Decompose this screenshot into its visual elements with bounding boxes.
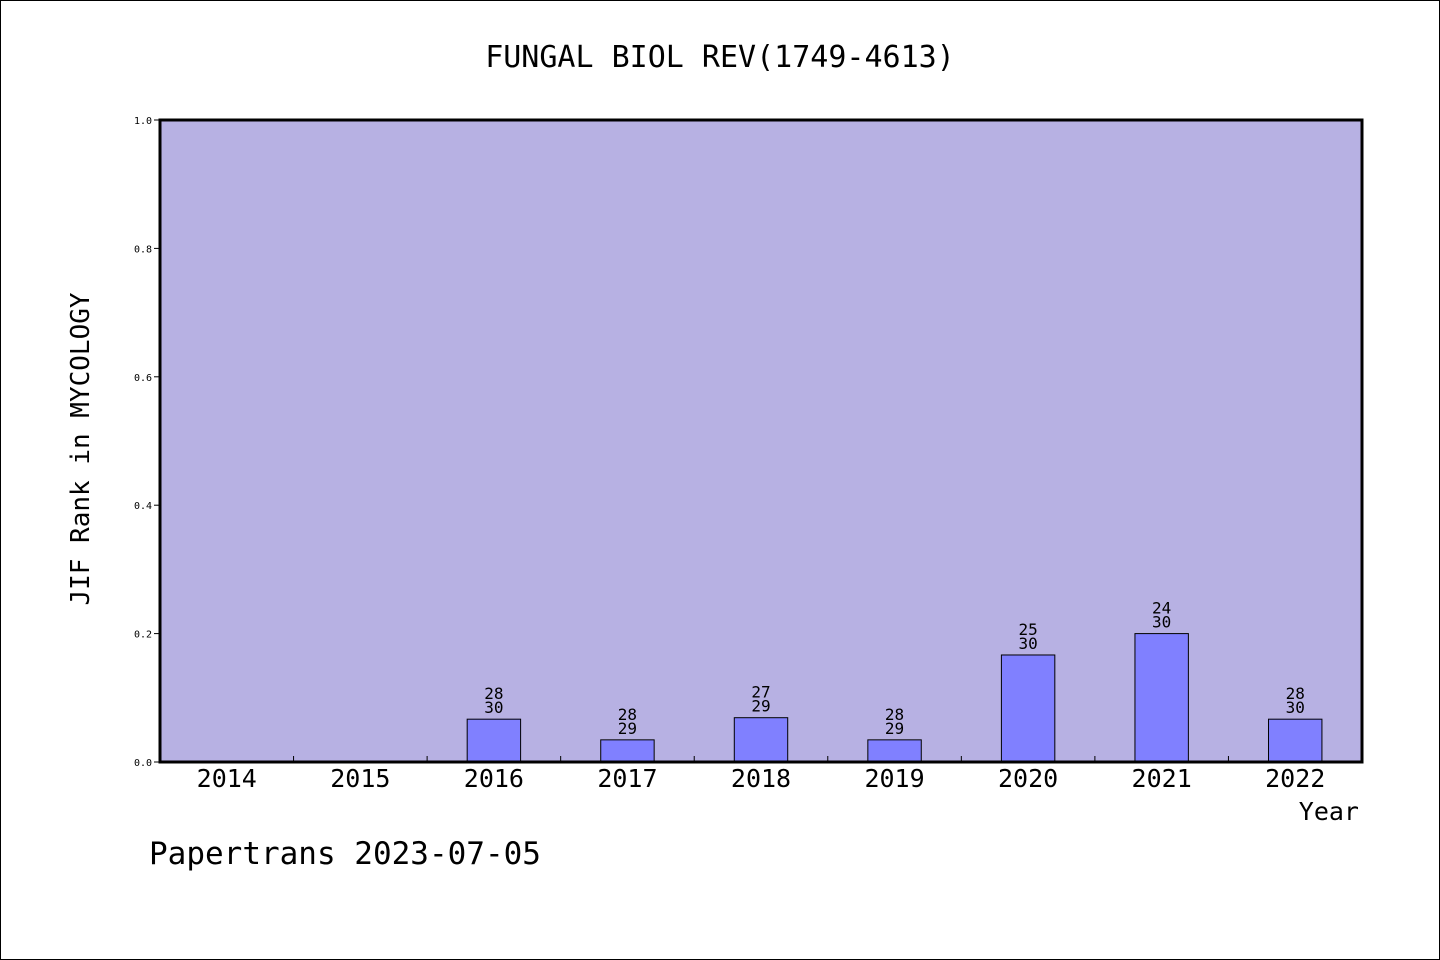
- bar-2021: [1134, 633, 1189, 763]
- y-tick-label: 0.4: [134, 501, 152, 512]
- bar-2022: [1268, 718, 1323, 763]
- y-tick-label: 0.0: [134, 758, 152, 769]
- bar-series: [466, 633, 1323, 763]
- bar-2016: [466, 718, 522, 763]
- bar-2018: [733, 717, 789, 763]
- rank-label-2018: 27: [751, 683, 770, 702]
- x-tick-label-2016: 2016: [464, 764, 524, 793]
- rank-label-2019: 28: [885, 705, 904, 724]
- y-axis-label: JIF Rank in MYCOLOGY: [66, 292, 96, 605]
- total-label-2017: 29: [618, 719, 637, 738]
- footer-credit: Papertrans 2023-07-05: [149, 836, 541, 872]
- plot-frame: [158, 118, 1364, 764]
- y-tick-label: 0.6: [134, 373, 152, 384]
- rank-label-2021: 24: [1152, 599, 1171, 618]
- x-tick-label-2017: 2017: [597, 764, 657, 793]
- total-label-2019: 29: [885, 719, 904, 738]
- total-label-2021: 30: [1152, 613, 1171, 632]
- x-tick-label-2018: 2018: [731, 764, 791, 793]
- y-tick-label: 1.0: [134, 116, 152, 127]
- x-axis: 2014 2015 2016 2017 2018 2019 2020 2021 2022: [197, 756, 1325, 793]
- total-label-2016: 30: [484, 698, 503, 717]
- total-label-2022: 30: [1286, 698, 1305, 717]
- x-tick-label-2020: 2020: [998, 764, 1058, 793]
- total-label-2020: 30: [1018, 634, 1037, 653]
- bar-2019: [867, 739, 922, 763]
- bar-2017: [600, 739, 655, 763]
- y-axis: 0.0 0.2 0.4 0.6 0.8 1.0: [134, 116, 160, 769]
- x-tick-label-2021: 2021: [1132, 764, 1192, 793]
- rank-label-2016: 28: [484, 684, 503, 703]
- rank-label-2017: 28: [618, 705, 637, 724]
- y-tick-label: 0.2: [134, 630, 152, 641]
- x-tick-label-2022: 2022: [1265, 764, 1325, 793]
- y-tick-label: 0.8: [134, 244, 152, 255]
- chart-title: FUNGAL BIOL REV(1749-4613): [485, 40, 955, 75]
- rank-label-2022: 28: [1286, 684, 1305, 703]
- x-tick-label-2015: 2015: [330, 764, 390, 793]
- x-tick-label-2014: 2014: [197, 764, 257, 793]
- rank-label-2020: 25: [1018, 620, 1037, 639]
- bar-2020: [1000, 654, 1056, 763]
- x-tick-label-2019: 2019: [864, 764, 924, 793]
- x-axis-label: Year: [1299, 797, 1359, 826]
- total-label-2018: 29: [751, 697, 770, 716]
